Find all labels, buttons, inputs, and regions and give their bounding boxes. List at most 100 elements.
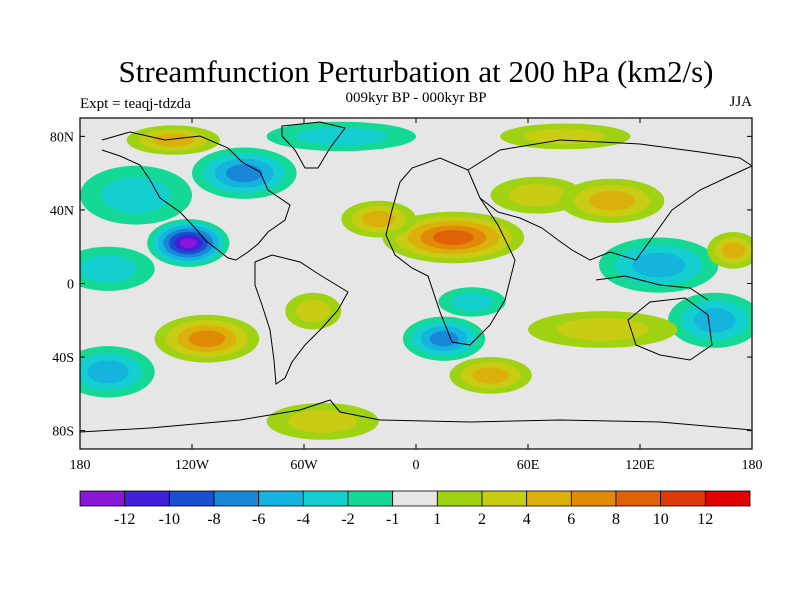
contour-fill [433,230,474,245]
colorbar-swatch [570,490,617,507]
contour-fill [296,299,331,323]
colorbar-swatch [526,490,572,507]
y-tick-label: 0 [67,278,74,293]
contour-fill [472,367,510,384]
colorbar-label: -1 [386,511,399,528]
colorbar-swatch [704,490,751,507]
anomaly-center [266,121,416,152]
colorbar-swatch [124,490,170,507]
coast-europe-africa [385,157,516,346]
colorbar-swatch [481,490,528,507]
colorbar-swatch [302,490,349,507]
anomaly-center [500,123,631,150]
contour-fill [362,210,396,228]
colorbar-swatch [436,490,483,507]
contour-fill [179,238,197,248]
y-tick-label: 40S [52,351,74,366]
longitude-axis: 180 120W 60W 0 60E 120E 180 [70,118,763,473]
anomaly-center [382,211,525,264]
coastlines [80,121,752,433]
colorbar-swatch [392,490,438,507]
colorbar-swatch [168,490,215,507]
coast-asia [467,139,752,261]
colorbar-label: -12 [114,511,135,528]
y-tick-label: 80S [52,425,74,440]
colorbar-swatch [79,490,126,507]
coast-maritime [595,275,709,301]
anomaly-center [707,232,752,269]
x-tick-label: 180 [70,458,91,473]
colorbar-label: 1 [433,511,441,528]
y-tick-label: 80N [50,130,74,145]
x-tick-label: 60E [517,458,540,473]
colorbar-swatch [258,490,304,507]
contour-fill [288,410,358,433]
contour-fill [295,127,388,146]
contour-fill [632,252,686,278]
anomaly-center [80,165,192,225]
colorbar-swatch [660,490,706,507]
x-tick-label: 60W [290,458,318,473]
colorbar-label: 2 [478,511,486,528]
contour-fill [451,292,493,311]
chart-title: Streamfunction Perturbation at 200 hPa (… [119,54,714,89]
colorbar: -12 -10 -8 -6 -4 -2 -1 1 2 4 6 8 10 12 [79,490,751,528]
colorbar-label: 10 [653,511,669,528]
x-tick-label: 120W [175,458,210,473]
colorbar-swatch [347,490,394,507]
anomaly-center [438,287,506,317]
colorbar-swatch [213,490,260,507]
contour-fill [525,128,606,145]
contour-fill [226,164,263,183]
colorbar-label: -2 [341,511,354,528]
anomaly-center [528,311,678,348]
season-label: JJA [729,94,752,110]
map-plot-area: 180 120W 60W 0 60E 120E 180 80N 40N 0 40S 80S [50,117,763,473]
contour-fill [101,177,171,214]
anomaly-center [285,292,342,330]
contour-fill [588,191,636,211]
anomaly-center [341,200,417,238]
coast-antarctica [80,399,752,433]
anomaly-center [402,316,486,361]
anomaly-center [80,246,155,291]
anomaly-center [154,314,260,363]
anomaly-center [192,147,297,199]
coast-australia [627,297,713,361]
contour-fill [508,183,566,207]
colorbar-label: 4 [523,511,531,528]
colorbar-label: 8 [612,511,620,528]
colorbar-label: 12 [697,511,713,528]
x-tick-label: 0 [413,458,420,473]
anomaly-center [449,357,532,394]
contour-fill [556,318,649,341]
latitude-axis: 80N 40N 0 40S 80S [50,130,752,440]
contour-fill [721,242,745,259]
y-tick-label: 40N [50,204,74,219]
anomaly-center [668,292,752,348]
anomaly-center [599,237,719,293]
contour-fill [188,330,226,348]
experiment-label: Expt = teaqj-tdzda [80,96,191,112]
contour-fill [80,255,137,283]
colorbar-label: -4 [297,511,310,528]
x-tick-label: 180 [742,458,763,473]
contour-fill [152,133,194,147]
colorbar-label: -10 [159,511,180,528]
colorbar-label: 6 [567,511,575,528]
anomaly-center [147,219,230,267]
contour-fill [694,308,736,333]
x-tick-label: 120E [625,458,655,473]
colorbar-label: -8 [207,511,220,528]
streamfunction-field [80,121,752,440]
anomaly-center [126,125,220,155]
coast-south-america [254,254,349,385]
anomaly-center [266,403,379,440]
coast-north-america [101,131,291,261]
anomaly-center [80,346,155,398]
contour-fill [87,360,129,384]
chart-subtitle: 009kyr BP - 000kyr BP [345,90,486,106]
colorbar-label: -6 [252,511,265,528]
coast-greenland [281,121,346,169]
